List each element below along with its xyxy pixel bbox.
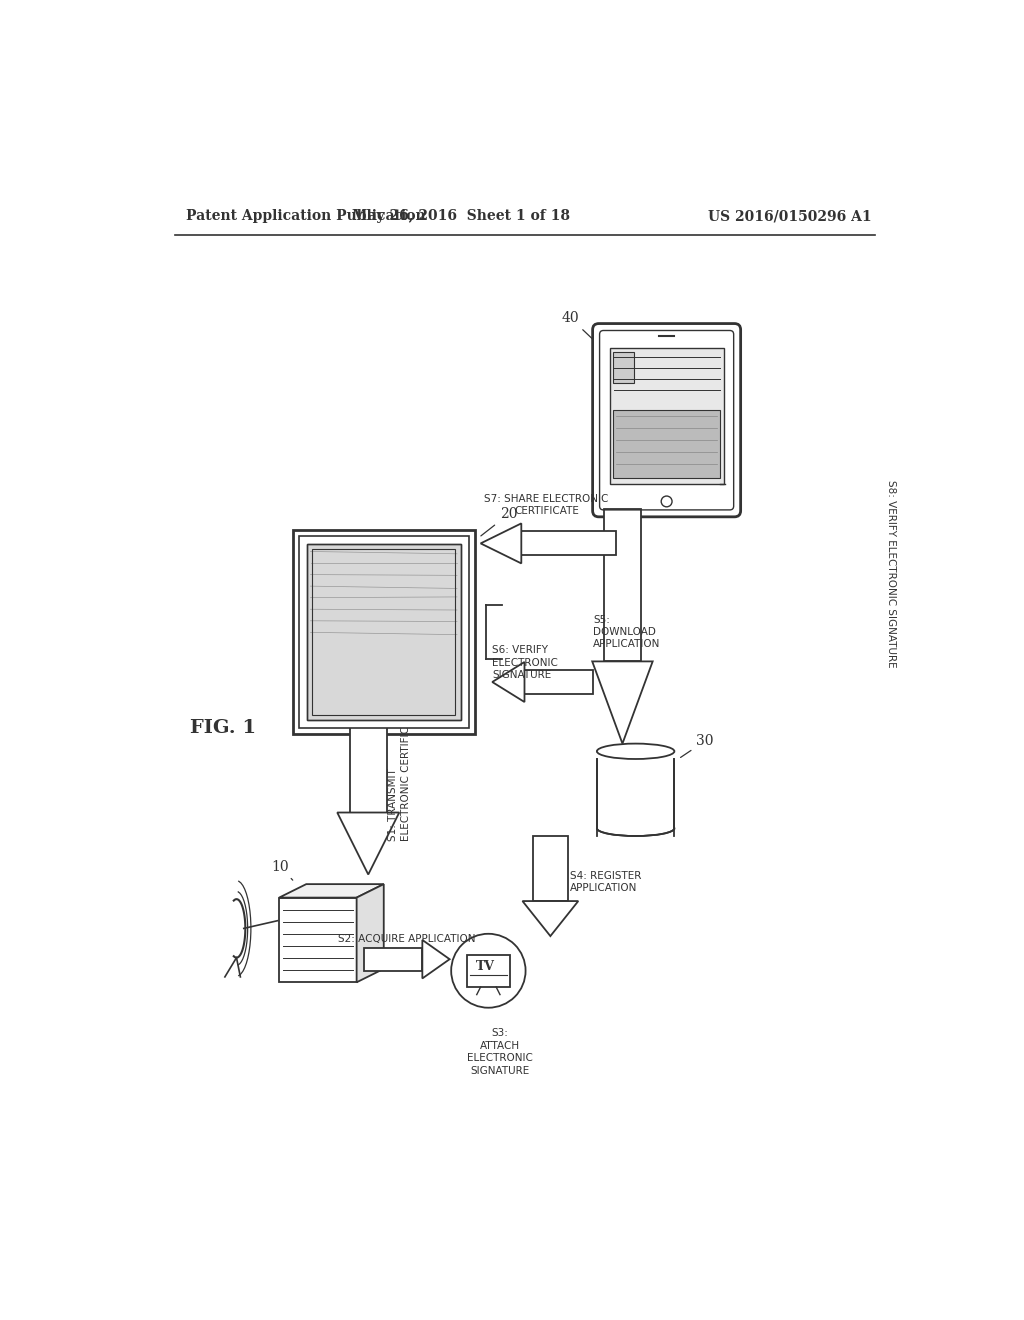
Circle shape [452,933,525,1007]
Bar [609,348,724,484]
Bar [299,536,469,727]
Text: S5:
DOWNLOAD
APPLICATION: S5: DOWNLOAD APPLICATION [593,615,660,649]
Bar [604,508,641,661]
FancyBboxPatch shape [593,323,740,517]
Bar [612,409,721,478]
Text: May 26, 2016  Sheet 1 of 18: May 26, 2016 Sheet 1 of 18 [352,209,570,223]
Text: S6: VERIFY
ELECTRONIC
SIGNATURE: S6: VERIFY ELECTRONIC SIGNATURE [493,645,558,680]
Bar [597,751,675,829]
Bar [306,544,461,721]
Text: 20: 20 [481,507,517,536]
Text: S3:
ATTACH
ELECTRONIC
SIGNATURE: S3: ATTACH ELECTRONIC SIGNATURE [467,1028,532,1076]
Polygon shape [480,524,521,564]
Bar [612,352,635,383]
Text: S8: VERIFY ELECTRONIC SIGNATURE: S8: VERIFY ELECTRONIC SIGNATURE [887,480,896,668]
Text: 40: 40 [561,312,593,339]
Polygon shape [280,884,384,898]
Circle shape [662,496,672,507]
Text: Patent Application Publication: Patent Application Publication [186,209,426,223]
Bar [306,544,461,721]
Polygon shape [337,813,399,874]
Polygon shape [592,661,652,743]
Text: US 2016/0150296 A1: US 2016/0150296 A1 [709,209,872,223]
Polygon shape [356,884,384,982]
Text: S2: ACQUIRE APPLICATION: S2: ACQUIRE APPLICATION [338,933,476,944]
Text: S4: REGISTER
APPLICATION: S4: REGISTER APPLICATION [569,871,641,894]
Text: S7: SHARE ELECTRONIC
CERTIFICATE: S7: SHARE ELECTRONIC CERTIFICATE [484,494,608,516]
Text: 30: 30 [681,734,714,758]
Ellipse shape [597,821,675,836]
Ellipse shape [597,743,675,759]
Bar [280,898,356,982]
Bar [467,954,510,987]
Text: FIG. 1: FIG. 1 [190,719,256,737]
Text: S1: TRANSMIT
ELECTRONIC CERTIFICATE: S1: TRANSMIT ELECTRONIC CERTIFICATE [388,708,411,841]
Text: TV: TV [476,961,495,973]
Bar [312,549,456,714]
Bar [349,697,387,813]
Polygon shape [522,902,579,936]
Bar [521,532,616,556]
Bar [293,529,475,734]
Bar [365,948,422,970]
Bar [524,671,593,694]
Bar [532,836,568,902]
Text: 10: 10 [271,859,293,880]
Polygon shape [493,663,524,702]
Polygon shape [422,940,450,978]
